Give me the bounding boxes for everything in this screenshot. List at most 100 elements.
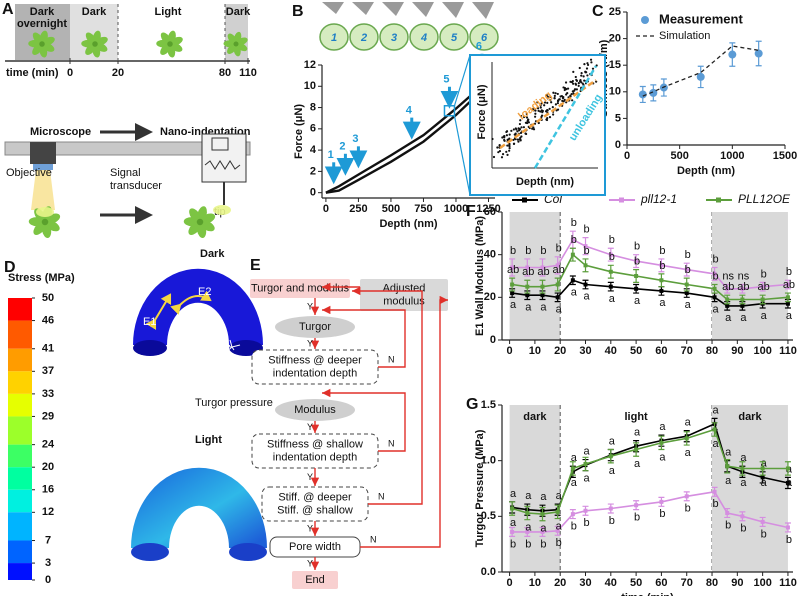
stage [4, 141, 251, 156]
significance-letter: b [583, 224, 589, 236]
marker [740, 297, 745, 302]
cell-label: 3 [391, 32, 397, 44]
inset-dot [527, 121, 530, 124]
inset-dot [518, 122, 522, 126]
inset-dot [506, 144, 509, 147]
transducer-part [211, 137, 229, 151]
significance-letter: b [609, 515, 615, 527]
inset-dot [566, 87, 570, 90]
marker [634, 447, 639, 452]
inset-dot [505, 134, 509, 137]
marker [684, 291, 689, 296]
marker [725, 303, 730, 308]
inset-dot [572, 82, 575, 85]
inset-x-label: Depth (nm) [516, 176, 574, 188]
x-tick-label: 500 [382, 203, 400, 215]
panel-label: A [2, 1, 14, 18]
marker [740, 514, 745, 519]
significance-letter: ns [738, 270, 750, 282]
significance-letter: a [583, 473, 590, 485]
arrow-label: 1 [328, 149, 334, 161]
x-tick-label: 70 [681, 577, 693, 589]
inset-dot [506, 153, 509, 156]
label: overnight [17, 18, 67, 30]
label: Signal [110, 167, 141, 179]
y-axis-label: Force (μN) [293, 104, 305, 159]
significance-letter: a [609, 465, 616, 477]
significance-letter: a [740, 452, 747, 464]
significance-letter: b [685, 264, 691, 276]
significance-letter: a [712, 438, 719, 450]
flow-node [251, 433, 379, 469]
significance-letter: b [583, 245, 589, 257]
panel-label: G [466, 396, 478, 413]
inset-dot [574, 75, 577, 79]
label: Dark [200, 248, 225, 260]
marker [725, 510, 730, 515]
inset-dot [537, 121, 540, 125]
colorbar-label: 50 [42, 292, 54, 304]
label: Light [195, 434, 222, 446]
x-tick-label: 10 [529, 577, 541, 589]
x-tick-label: 1000 [444, 203, 468, 215]
point [728, 50, 737, 59]
inset-dot [556, 99, 560, 103]
legend-marker [619, 197, 624, 203]
colorbar-segment [8, 371, 32, 394]
inset-dot [544, 110, 548, 113]
indenter [322, 2, 344, 14]
inset-dot [570, 80, 574, 84]
x-tick-label: 110 [779, 577, 797, 589]
y-tick-label: 0 [615, 139, 621, 151]
marker [659, 288, 664, 293]
flow-arrow [322, 388, 406, 452]
y-tick-label: 0 [490, 334, 496, 346]
legend-label: PLL12OE [738, 192, 791, 206]
no-label: N [370, 534, 377, 544]
label: Microscope [30, 126, 91, 138]
colorbar-label: 33 [42, 388, 54, 400]
significance-letter: b [510, 245, 516, 257]
marker [608, 506, 613, 511]
significance-letter: a [740, 312, 747, 324]
light-spot [36, 207, 54, 217]
x-axis-label: Depth (nm) [379, 218, 437, 230]
marker [785, 301, 790, 306]
marker [540, 284, 545, 289]
flow-arrow [360, 295, 448, 548]
tick-label: 20 [112, 67, 124, 79]
cell-label: 6 [481, 32, 488, 44]
marker [525, 529, 530, 534]
inset-y-label: Force (μN) [476, 84, 488, 139]
flow-text: indentation depth [273, 367, 357, 379]
series-line [325, 79, 490, 194]
marker [712, 295, 717, 300]
x-axis-label: time (min) [621, 592, 674, 596]
colorbar-label: 3 [45, 557, 51, 569]
cell-label: 5 [451, 32, 458, 44]
inset-dot [516, 138, 519, 141]
point [638, 90, 647, 99]
inset-dot [582, 75, 585, 78]
phase-label: Dark [82, 6, 107, 18]
marker [583, 263, 588, 268]
significance-letter: a [510, 488, 517, 500]
x-tick-label: 80 [706, 345, 718, 357]
flow-text: indentation depth [273, 451, 357, 463]
panel-label: F [466, 203, 476, 220]
colorbar-title: Stress (MPa) [8, 272, 75, 284]
inset-dot [557, 98, 561, 101]
y-axis-label: Turgor Pressure (MPa) [474, 429, 486, 547]
significance-letter: b [609, 251, 615, 263]
significance-letter: b [634, 256, 640, 268]
legend-label: Simulation [659, 30, 710, 42]
significance-letter: a [685, 299, 692, 311]
y-tick-label: 10 [609, 86, 621, 98]
significance-letter: a [571, 286, 578, 298]
marker [583, 508, 588, 513]
arrow-label: 6 [476, 41, 482, 53]
y-tick-label: 20 [609, 33, 621, 45]
marker [760, 466, 765, 471]
inset-dot [520, 135, 523, 138]
inset-dot [523, 115, 526, 118]
